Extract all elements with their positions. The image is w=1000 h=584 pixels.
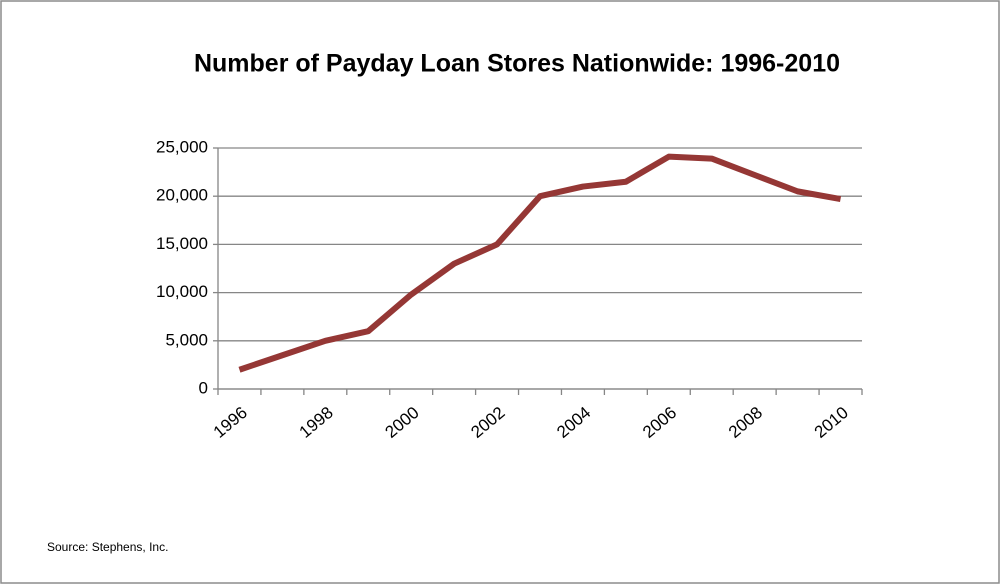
data-line	[238, 153, 842, 373]
y-tick-label: 25,000	[156, 137, 208, 156]
y-tick-label: 15,000	[156, 234, 208, 253]
y-tick-label: 20,000	[156, 186, 208, 205]
source-note: Source: Stephens, Inc.	[47, 540, 168, 554]
y-tick-label: 0	[199, 378, 208, 397]
y-tick-label: 5,000	[165, 330, 208, 349]
y-tick-label: 10,000	[156, 282, 208, 301]
chart-title: Number of Payday Loan Stores Nationwide:…	[194, 50, 840, 78]
